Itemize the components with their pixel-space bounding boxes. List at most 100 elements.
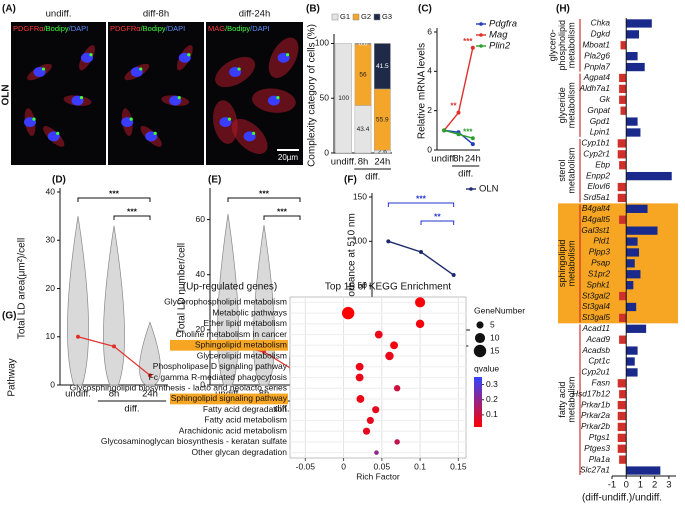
- bar: [617, 193, 627, 203]
- legend-title: GeneNumber: [474, 305, 525, 315]
- gene-label: Hsd17b12: [572, 388, 610, 398]
- gene-label: Gal3st1: [581, 225, 610, 235]
- legend-marker: [479, 22, 483, 26]
- gene-label: Ptges3: [584, 443, 610, 453]
- lipid-droplet: [56, 131, 60, 135]
- legend-label: Mag: [489, 30, 508, 41]
- y-tick-label: 30: [46, 235, 56, 245]
- point: [386, 239, 391, 244]
- gene-label: Gnpat: [587, 105, 610, 115]
- category-label: Ether lipid metabolism: [203, 318, 287, 328]
- bar: [626, 128, 641, 137]
- scale-bar-label: 20µm: [278, 153, 299, 162]
- category-label: Sphingolipid signaling pathway: [171, 393, 288, 403]
- gene-label: Pla2g6: [584, 50, 610, 60]
- median: [76, 334, 80, 339]
- bubble: [393, 385, 401, 392]
- gene-label: Lpin1: [590, 127, 610, 137]
- bar: [626, 248, 640, 257]
- bar: [626, 117, 638, 126]
- lipid-droplet: [237, 67, 241, 71]
- group-label: diff.: [365, 172, 380, 183]
- lipid-droplet: [276, 96, 280, 100]
- gene-label: Prkar1b: [581, 399, 610, 409]
- legend-label: G1: [340, 12, 350, 21]
- legend-label: OLN: [479, 184, 499, 195]
- gene-label: Mboat1: [582, 39, 610, 49]
- category-label: Arachidonic acid metabolism: [179, 425, 287, 435]
- violin: [67, 216, 89, 386]
- gene-label: Acad9: [585, 334, 610, 344]
- y-tick-label: 0: [200, 379, 205, 389]
- lipid-droplet: [177, 96, 181, 100]
- bubble: [355, 373, 364, 382]
- group-label: diff.: [458, 169, 473, 180]
- group-label: metabolism: [566, 148, 576, 194]
- x-tick-label: 24h: [142, 389, 158, 400]
- y-tick-label: 0: [427, 144, 432, 154]
- y-tick-label: 100: [315, 38, 329, 48]
- violin: [103, 225, 125, 386]
- point: [470, 136, 475, 141]
- cells: [24, 45, 95, 147]
- bar: [617, 433, 627, 442]
- category-label: Fatty acid metabolism: [204, 415, 287, 425]
- x-tick-label: undiff.: [431, 154, 457, 165]
- legend-label: G3: [382, 12, 392, 21]
- panel-label: (G): [2, 311, 16, 322]
- highlight: [170, 393, 288, 405]
- significance-label: ***: [127, 206, 138, 216]
- gene-label: Gk: [599, 94, 610, 104]
- bar: [626, 171, 672, 181]
- significance-label: **: [434, 211, 441, 221]
- bar: [619, 215, 627, 224]
- stain-label: PDGFRα/Bodipy/DAPI: [13, 24, 88, 33]
- significance-bracket: [420, 220, 455, 225]
- median: [112, 344, 116, 349]
- significance-bracket: [227, 197, 301, 202]
- chart-title: Top 15 of KEGG Enrichment: [325, 282, 451, 293]
- value-label: 43.4: [357, 126, 370, 133]
- bar: [620, 106, 627, 115]
- annotation: ***: [463, 127, 473, 136]
- panel-label: (B): [306, 4, 320, 15]
- size-legend-marker: [474, 332, 486, 344]
- gene-label: Srd5a1: [583, 192, 610, 202]
- gene-label: Cyp2u1: [581, 367, 610, 377]
- significance-label: ***: [416, 193, 427, 203]
- bar: [626, 324, 647, 333]
- value-label: 41.5: [376, 63, 389, 70]
- bar: [626, 302, 637, 312]
- legend-swatch: [331, 13, 339, 21]
- significance-label: ***: [109, 188, 120, 198]
- lipid-droplet: [153, 131, 157, 135]
- legend-marker: [479, 33, 483, 37]
- bubble: [341, 306, 355, 320]
- x-tick-label: undiff.: [65, 389, 91, 400]
- lipid-droplet: [89, 53, 93, 57]
- y-tick-label: 4: [427, 66, 432, 76]
- bubble: [366, 416, 374, 425]
- image-title: diff-24h: [239, 9, 271, 20]
- value-label: 0.6: [358, 41, 367, 48]
- lipid-droplet: [129, 117, 133, 121]
- color-tick-label: 0.2: [486, 394, 498, 404]
- significance-bracket: [113, 215, 151, 220]
- legend-label: 15: [490, 345, 500, 355]
- bar: [626, 204, 648, 213]
- legend-label: 10: [490, 332, 500, 342]
- group-label: metabolism: [566, 82, 576, 128]
- category-label: Fc gamma R-mediated phagocytosis: [149, 372, 287, 382]
- gene-label: Cpt1c: [588, 356, 611, 366]
- x-tick-label: -1: [608, 480, 616, 491]
- bar: [617, 400, 627, 410]
- bar-segment: [374, 43, 391, 90]
- gene-label: Prkar2a: [581, 410, 610, 420]
- y-tick-label: 20: [196, 324, 206, 334]
- group-label: glyceride: [557, 87, 567, 123]
- y-tick-label: 60: [196, 214, 206, 224]
- legend-label: G2: [361, 12, 371, 21]
- x-tick-label: 0.05: [374, 461, 391, 471]
- bar: [617, 139, 627, 148]
